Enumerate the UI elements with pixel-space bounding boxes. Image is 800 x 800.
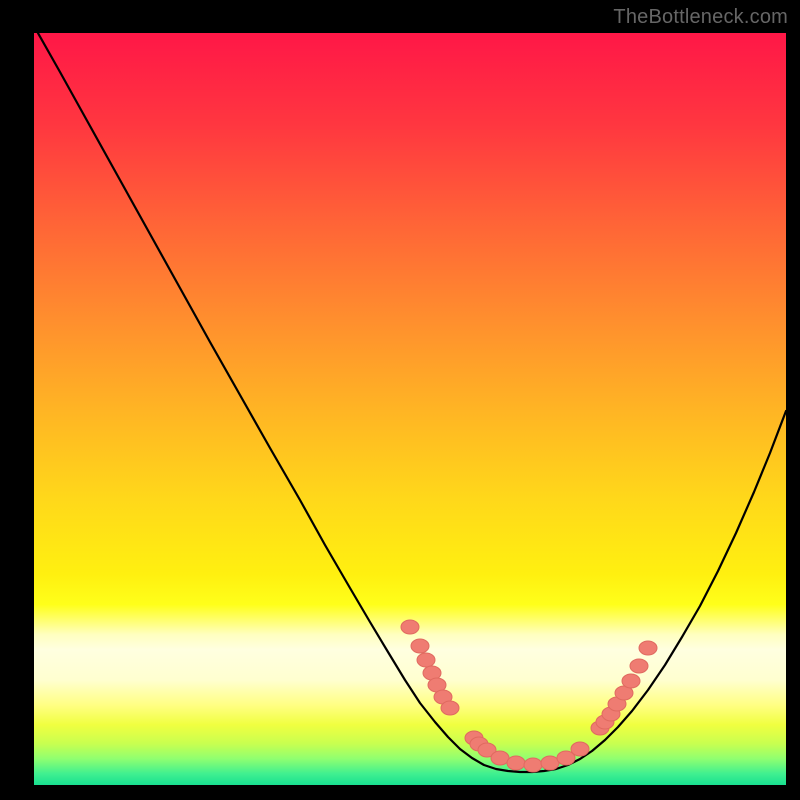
data-marker — [622, 674, 640, 688]
chart-stage: TheBottleneck.com — [0, 0, 800, 800]
plot-background — [34, 33, 786, 785]
data-marker — [639, 641, 657, 655]
data-marker — [441, 701, 459, 715]
data-marker — [507, 756, 525, 770]
data-marker — [541, 756, 559, 770]
data-marker — [571, 742, 589, 756]
data-marker — [524, 758, 542, 772]
data-marker — [401, 620, 419, 634]
data-marker — [491, 751, 509, 765]
data-marker — [417, 653, 435, 667]
data-marker — [630, 659, 648, 673]
chart-svg — [0, 0, 800, 800]
data-marker — [411, 639, 429, 653]
